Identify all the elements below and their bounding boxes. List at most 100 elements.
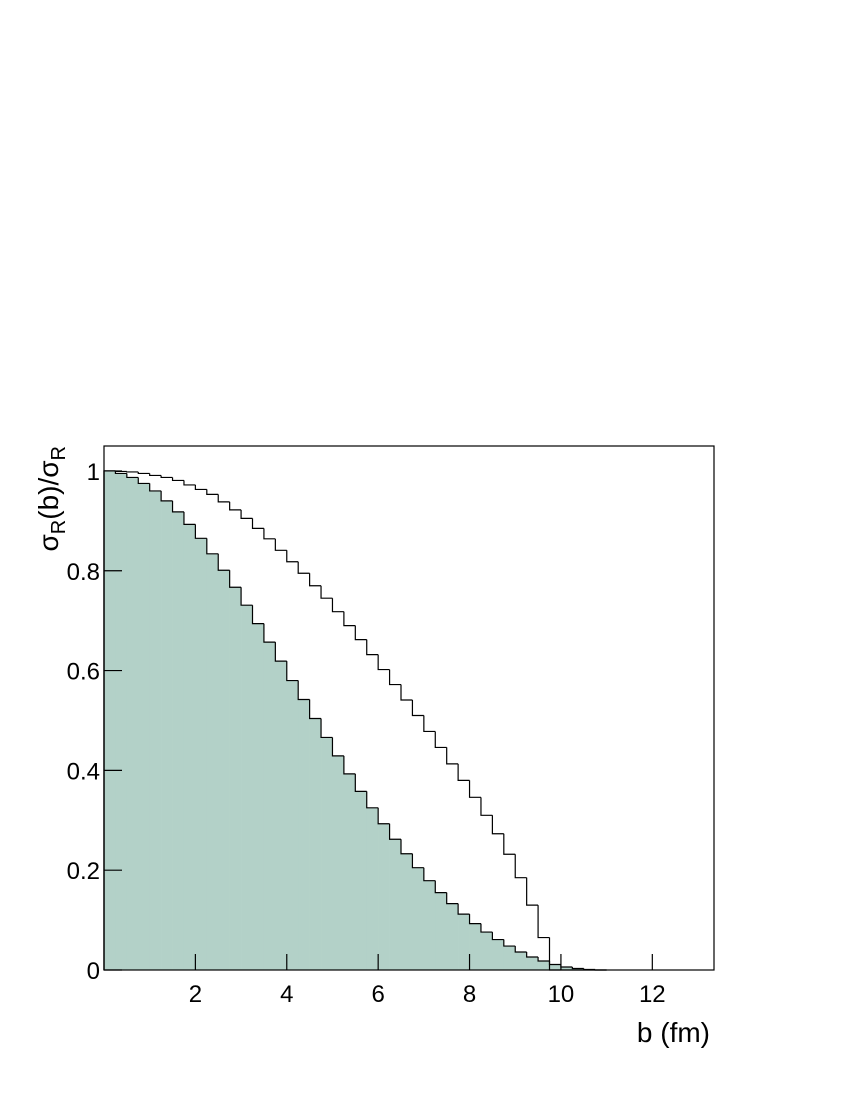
hist-bar [298,699,310,970]
hist-bar [149,490,162,970]
hist-step [457,763,470,781]
hist-step [309,573,322,587]
hist-step [571,967,584,970]
hist-step [297,680,310,701]
hist-step [149,473,162,477]
hist-step [480,797,493,816]
hist-bar [515,952,527,970]
hist-step [217,553,230,571]
hist-bar [560,967,573,970]
hist-step [217,494,230,503]
hist-step [194,484,207,491]
y-axis-label: σR(b)/σR [33,446,70,551]
hist-step [468,780,481,798]
hist-bar [321,737,333,970]
hist-bar [332,755,345,970]
hist-step [434,880,447,894]
hist-bar [435,892,447,970]
hist-step [274,538,287,551]
x-tick-label: 12 [639,981,666,1008]
hist-bar [469,923,482,970]
hist-step [320,585,333,599]
hist-bar [446,903,459,970]
x-tick-label: 8 [463,981,476,1008]
hist-step [354,773,367,792]
hist-bar [492,939,505,970]
hist-bar [378,823,390,970]
hist-step [171,477,184,482]
hist-step [251,605,264,625]
hist-step [263,528,276,540]
hist-bar [526,957,539,970]
hist-step [354,625,367,641]
hist-bar [183,524,196,970]
hist-step [331,737,344,757]
hist-bar [229,587,242,970]
hist-step [183,511,196,525]
hist-step [194,524,207,539]
hist-bar [275,661,288,970]
hist-bar [480,932,493,970]
hist-step [377,654,390,671]
hist-bar [572,968,585,970]
hist-step [491,815,504,835]
hist-bar [218,570,230,970]
hist-bar [366,807,379,970]
hist-bar [309,718,322,970]
y-label-part: R [48,520,70,534]
hist-bar [423,880,436,970]
hist-bar [458,914,470,970]
y-tick-label: 0.6 [67,659,100,686]
hist-step [320,718,333,739]
hist-step [183,480,196,486]
hist-step [297,561,310,574]
hist-step [560,964,573,968]
hist-step [423,867,436,882]
hist-bar [412,867,425,970]
hist-step [274,642,287,662]
hist-step [583,968,596,971]
hist-bar [252,623,265,970]
hist-step [137,477,150,485]
hist-step [388,823,402,840]
hist-bar [343,773,356,970]
hist-step [126,473,139,479]
hist-bar [104,470,116,970]
y-tick-label: 0.4 [67,758,100,785]
hist-step [286,550,299,563]
hist-step [526,952,539,958]
y-tick-label: 0 [87,958,100,985]
hist-step [240,587,253,606]
hist-step [251,518,264,529]
x-tick-label: 6 [371,981,384,1008]
hist-bar [538,961,550,970]
hist-step [446,747,459,765]
hist-bar [549,964,562,970]
hist-bar [206,553,219,970]
hist-step [514,946,527,953]
hist-step [400,839,413,855]
hist-step [263,623,276,643]
hist-step [480,923,493,933]
hist-step [240,509,253,519]
hist-step [503,833,516,855]
hist-bar [115,473,128,970]
hist-bar [138,483,150,970]
hist-step [206,489,219,496]
y-tick-label: 0.2 [67,858,100,885]
hist-step [537,905,550,939]
x-axis-label: b (fm) [637,1017,710,1048]
hist-step [548,961,561,966]
hist-step [388,669,402,686]
hist-step [149,483,162,492]
hist-bar [241,605,253,970]
hist-step [434,731,447,749]
x-tick-label: 10 [548,981,575,1008]
hist-step [514,854,527,879]
hist-bar [263,642,276,970]
y-label-part: R [48,446,70,460]
hist-step [171,500,184,513]
hist-step [137,471,150,475]
